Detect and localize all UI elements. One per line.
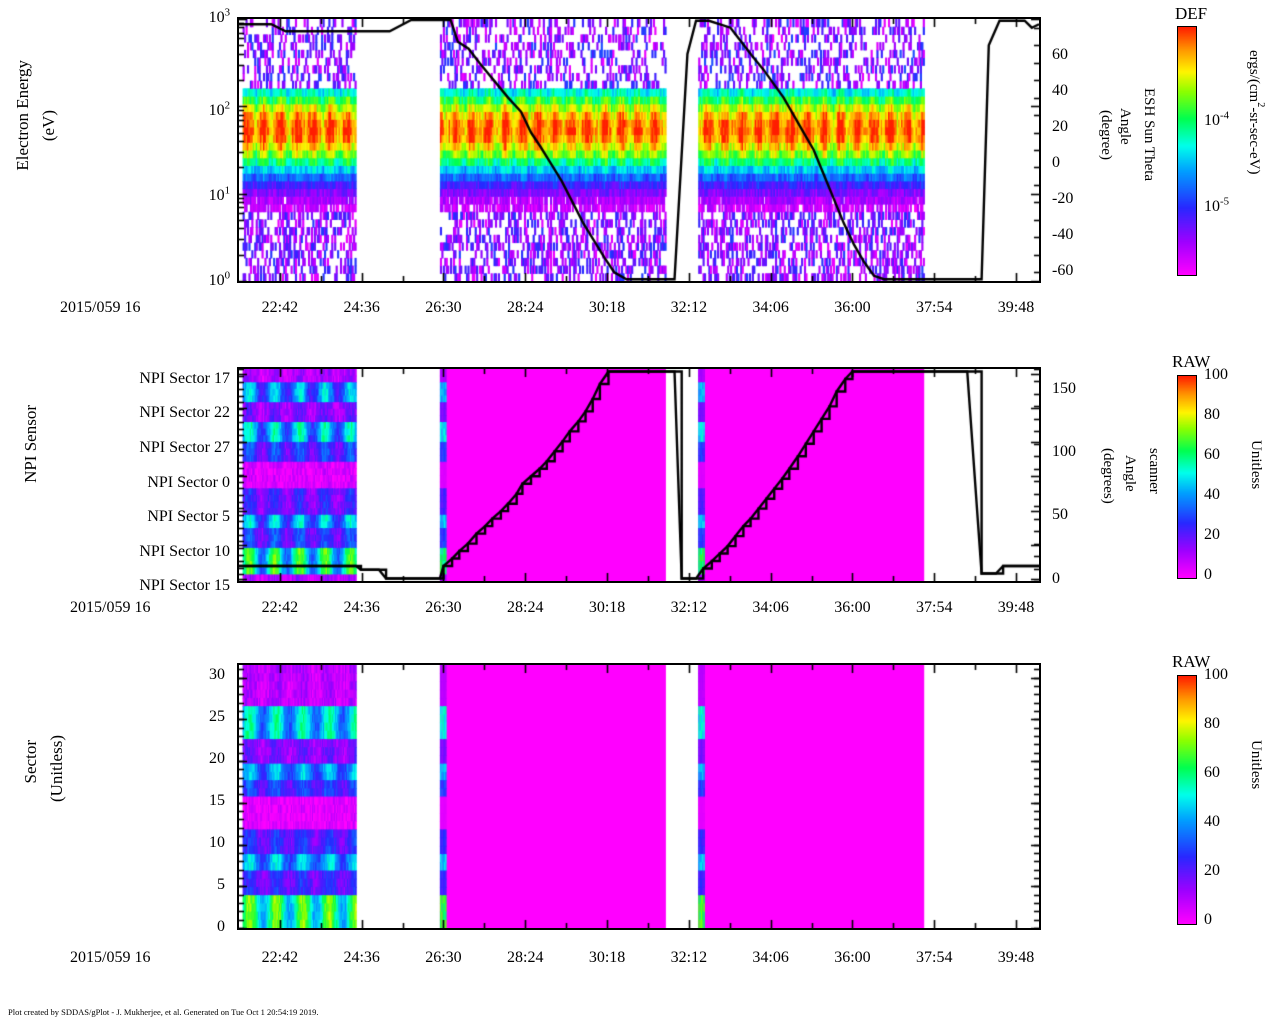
- panel3-xtick-label: 24:36: [343, 949, 380, 966]
- panel1-right-ylabel-unit: (degree): [1098, 110, 1114, 160]
- panel1-xtick-label: 37:54: [916, 299, 953, 316]
- panel3-xtick-label: 26:30: [425, 949, 462, 966]
- panel3-ylabel-line2: (Unitless): [47, 735, 66, 803]
- panel1-xtick-label: 32:12: [670, 299, 708, 316]
- panel2-xtick-label: 37:54: [916, 599, 953, 616]
- panel2-right-ylabel-angle: Angle: [1122, 455, 1138, 492]
- panel2-plot-area: [237, 367, 1041, 583]
- panel2-colorbar: [1177, 375, 1197, 579]
- panel3-xtick-label: 30:18: [588, 949, 626, 966]
- panel2-ylabel: NPI Sensor: [21, 405, 40, 483]
- panel2-right-ylabel-unit: (degrees): [1100, 448, 1116, 504]
- panel2-trace-label: scanner: [1146, 448, 1162, 494]
- panel2-xtick-label: 22:42: [261, 599, 299, 616]
- panel2-xtick-label: 32:12: [670, 599, 708, 616]
- panel3-xtick-label: 34:06: [752, 949, 789, 966]
- panel3-xtick-label: 32:12: [670, 949, 708, 966]
- panel1-xaxis-start: 2015/059 16: [60, 299, 141, 316]
- panel3-xaxis-start: 2015/059 16: [70, 949, 151, 966]
- panel1-xtick-label: 36:00: [834, 299, 871, 316]
- panel3-xtick-label: 22:42: [261, 949, 299, 966]
- panel3-ylabel-line1: Sector: [21, 740, 40, 784]
- panel1-trace-label: ESH Sun Theta: [1141, 88, 1157, 182]
- panel3-plot-area: [237, 663, 1041, 930]
- panel1-xtick-label: 22:42: [261, 299, 299, 316]
- panel2-xtick-label: 34:06: [752, 599, 789, 616]
- panel3-colorbar-title: RAW: [1172, 652, 1211, 671]
- panel3-xtick-label: 28:24: [507, 949, 544, 966]
- panel1-colorbar-title: DEF: [1175, 4, 1208, 23]
- panel1-ylabel-line2: (eV): [39, 110, 58, 142]
- panel1-xtick-label: 30:18: [588, 299, 626, 316]
- panel2-xtick-label: 30:18: [588, 599, 626, 616]
- panel3-xtick-label: 39:48: [997, 949, 1035, 966]
- panel1-colorbar: [1177, 26, 1197, 276]
- panel3-xtick-label: 36:00: [834, 949, 871, 966]
- panel2-colorbar-title: RAW: [1172, 352, 1211, 371]
- panel2-xtick-label: 36:00: [834, 599, 871, 616]
- panel1-xtick-label: 24:36: [343, 299, 380, 316]
- panel1-xtick-label: 26:30: [425, 299, 462, 316]
- panel2-xtick-label: 26:30: [425, 599, 462, 616]
- panel3-xtick-label: 37:54: [916, 949, 953, 966]
- panel1-xtick-label: 34:06: [752, 299, 789, 316]
- panel1-right-ylabel-angle: Angle: [1117, 108, 1133, 145]
- panel2-xtick-label: 24:36: [343, 599, 380, 616]
- panel2-colorbar-unit: Unitless: [1248, 440, 1264, 490]
- panel3-colorbar-unit: Unitless: [1248, 740, 1264, 790]
- panel2-xtick-label: 28:24: [507, 599, 544, 616]
- panel1-colorbar-unit: ergs/(cm2-sr-sec-eV): [1246, 50, 1266, 175]
- panel1-xtick-label: 39:48: [997, 299, 1035, 316]
- panel1-ylabel-line1: Electron Energy: [13, 60, 32, 171]
- panel2-xaxis-start: 2015/059 16: [70, 599, 151, 616]
- panel2-xtick-label: 39:48: [997, 599, 1035, 616]
- panel3-colorbar: [1177, 675, 1197, 925]
- footer-credit: Plot created by SDDAS/gPlot - J. Mukherj…: [8, 1007, 319, 1017]
- panel1-xtick-label: 28:24: [507, 299, 544, 316]
- panel1-plot-area: [237, 17, 1041, 283]
